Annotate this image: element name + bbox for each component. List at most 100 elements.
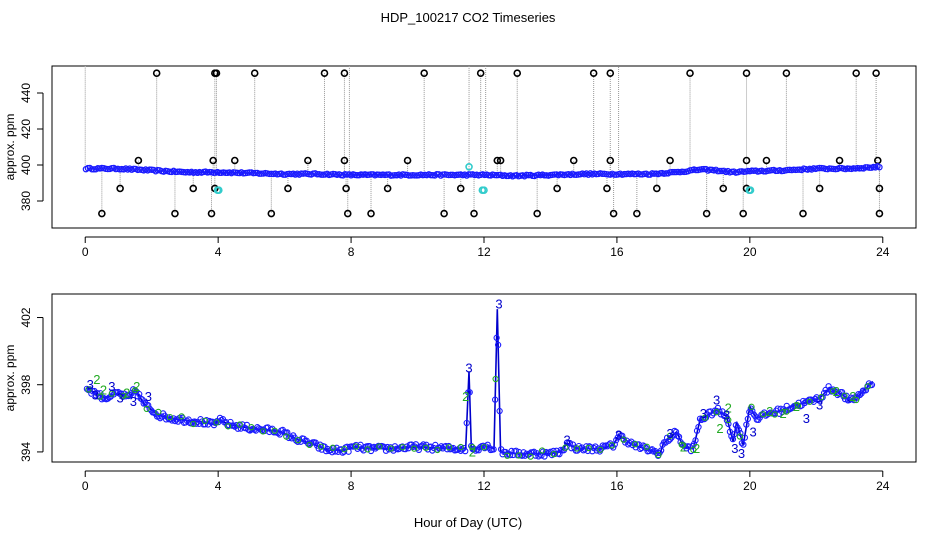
top-fit-point — [298, 170, 305, 177]
bottom-x-tick-label: 16 — [610, 479, 624, 493]
top-fit-point — [313, 171, 321, 178]
top-raw-point — [799, 209, 807, 218]
top-raw-point — [476, 69, 485, 77]
bottom-cluster-label-2: 2 — [833, 384, 840, 399]
bottom-data-point-alt — [655, 451, 662, 459]
bottom-data-point — [690, 440, 698, 448]
bottom-data-point — [714, 404, 722, 412]
top-x-tick-label: 24 — [876, 245, 890, 259]
bottom-data-point-alt — [399, 444, 406, 451]
top-raw-point — [875, 184, 884, 193]
top-raw-point — [367, 209, 375, 218]
bottom-data-point-alt — [527, 453, 534, 460]
bottom-data-point-alt — [562, 444, 569, 451]
top-raw-point — [98, 209, 106, 218]
bottom-data-point — [693, 427, 701, 434]
bottom-data-point — [509, 451, 517, 459]
top-fit-point — [611, 171, 618, 178]
bottom-cluster-label-2: 2 — [469, 444, 476, 459]
top-fit-point — [391, 171, 399, 179]
bottom-x-tick-label: 8 — [348, 479, 355, 493]
top-raw-point — [603, 184, 611, 193]
bottom-data-point — [868, 381, 876, 389]
top-fit-point — [216, 169, 223, 177]
top-raw-point — [440, 209, 448, 218]
top-raw-point — [742, 156, 751, 165]
bottom-data-point-alt — [829, 387, 837, 395]
bottom-axes: 0 4 8 12 16 20 24 394 398 402 — [19, 307, 890, 493]
top-fit-point — [266, 170, 273, 178]
top-raw-point — [342, 184, 350, 193]
top-fit-point — [541, 172, 548, 179]
top-flag-point — [746, 186, 755, 194]
bottom-data-point-alt — [341, 446, 348, 453]
bottom-data-point-alt — [457, 443, 464, 451]
top-fit-point — [862, 164, 869, 171]
top-raw-point — [250, 69, 259, 77]
top-raw-point — [633, 209, 641, 218]
top-raw-point — [835, 156, 844, 165]
top-x-tick-label: 12 — [477, 245, 491, 259]
bottom-data-point — [535, 453, 542, 460]
top-raw-point — [320, 69, 329, 77]
bottom-cluster-label-3: 3 — [731, 441, 738, 456]
top-fit-point — [411, 172, 419, 179]
top-raw-point — [496, 156, 505, 165]
bottom-data-point-alt — [294, 436, 302, 444]
bottom-data-point-alt — [387, 445, 395, 452]
top-y-axis-label: approx. ppm — [3, 114, 17, 181]
top-raw-point — [533, 209, 541, 218]
top-fit-point — [700, 165, 708, 173]
bottom-data-point-alt — [108, 390, 115, 397]
top-raw-point — [230, 156, 239, 165]
bottom-data-point — [740, 441, 747, 448]
bottom-cluster-label-2: 2 — [725, 401, 732, 416]
bottom-data-point-alt — [190, 420, 197, 428]
bottom-data-point — [493, 334, 500, 341]
bottom-cluster-label-3: 3 — [117, 391, 124, 406]
bottom-cluster-label-3: 3 — [713, 392, 720, 407]
bottom-data-point — [146, 405, 153, 412]
bottom-data-point-alt — [690, 446, 697, 453]
top-raw-point — [589, 69, 598, 77]
top-y-tick-label: 380 — [19, 191, 33, 211]
top-fit-point — [716, 167, 724, 175]
bottom-data-point — [657, 447, 665, 454]
top-fit-point — [503, 172, 510, 180]
bottom-data-point — [490, 446, 497, 453]
top-raw-point — [513, 69, 522, 77]
bottom-cluster-label-3: 3 — [738, 446, 745, 461]
bottom-data-point — [692, 437, 699, 444]
top-marks — [82, 66, 884, 218]
top-fit-point — [280, 171, 287, 178]
top-raw-point — [606, 69, 615, 77]
bottom-data-point-alt — [841, 392, 848, 399]
bottom-y-axis-label: approx. ppm — [3, 345, 17, 412]
top-raw-point — [152, 69, 161, 77]
bottom-data-point-alt — [306, 441, 313, 448]
bottom-data-point-alt — [550, 450, 557, 458]
bottom-cluster-label-3: 3 — [615, 428, 622, 443]
bottom-cluster-label-3: 3 — [723, 407, 730, 422]
bottom-data-point-alt — [585, 444, 592, 452]
bottom-cluster-label-3: 3 — [563, 433, 570, 448]
bottom-cluster-label-2: 2 — [123, 386, 130, 401]
bottom-data-point-alt — [771, 411, 778, 418]
top-fit-point — [401, 171, 409, 178]
bottom-data-point — [841, 395, 849, 403]
bottom-data-point-alt — [736, 433, 744, 440]
bottom-data-point — [115, 388, 122, 396]
top-y-tick-label: 420 — [19, 119, 33, 139]
top-y-tick-label: 440 — [19, 83, 33, 103]
bottom-data-point-alt — [806, 398, 813, 405]
bottom-data-point-alt — [539, 447, 546, 454]
bottom-x-tick-label: 20 — [743, 479, 757, 493]
bottom-data-point — [641, 443, 648, 450]
top-fit-point — [760, 168, 768, 175]
top-fit-point — [465, 171, 472, 178]
bottom-y-tick-label: 394 — [19, 442, 33, 462]
top-fit-point — [816, 164, 823, 172]
bottom-data-point — [731, 430, 738, 438]
